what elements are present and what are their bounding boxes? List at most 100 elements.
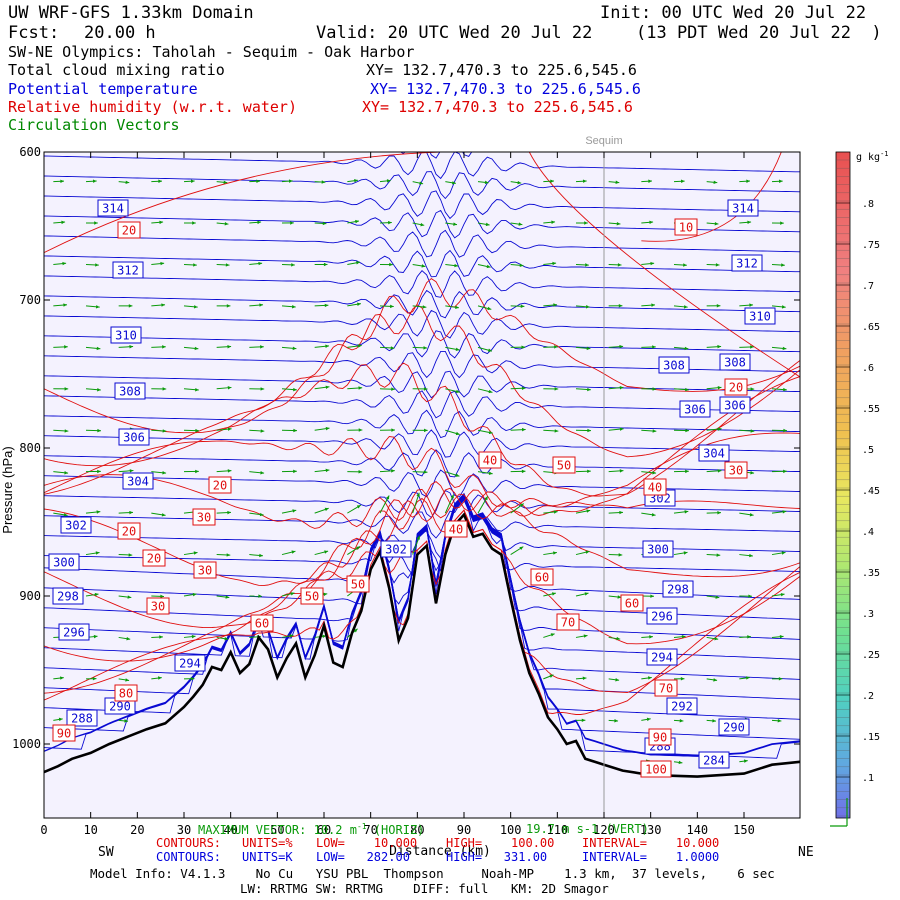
- field-vectors-label: Circulation Vectors: [8, 116, 180, 134]
- theta-label-box: [731, 254, 763, 272]
- forecast-hour: 20.00 h: [84, 23, 156, 43]
- theta-label-box: [114, 382, 146, 400]
- rh-label-box: [552, 456, 576, 474]
- wind-vector-head: [159, 635, 163, 639]
- theta-label-box: [97, 199, 129, 217]
- wind-vector-head: [650, 594, 654, 598]
- wind-vector-head: [358, 386, 363, 390]
- rh-label: 70: [556, 613, 580, 631]
- wind-vector-head: [619, 510, 623, 515]
- theta-label: 308: [114, 382, 146, 400]
- theta-label-text: 314: [102, 202, 124, 216]
- theta-label-text: 302: [65, 519, 87, 533]
- theta-label-text: 308: [663, 359, 685, 373]
- wind-vector-head: [192, 221, 196, 225]
- wind-vector-head: [648, 179, 652, 183]
- rh-label: 30: [724, 461, 748, 479]
- theta-label-box: [662, 580, 694, 598]
- wind-vector-head: [58, 717, 63, 722]
- wind-vector-head: [455, 389, 460, 394]
- wind-vector-head: [582, 676, 587, 681]
- rh-contours-prefix: CONTOURS:: [156, 836, 222, 850]
- wind-vector-head: [419, 181, 424, 185]
- wind-vector-head: [93, 634, 98, 639]
- wind-vector-head: [747, 220, 752, 225]
- wind-vector-head: [778, 179, 783, 184]
- theta-contours-low: LOW= 282.00: [316, 850, 410, 864]
- wind-vector-head: [64, 429, 69, 433]
- model-info-2: LW: RRTMG SW: RRTMG DIFF: full KM: 2D Sm…: [240, 881, 609, 896]
- wind-vector-head: [324, 507, 329, 512]
- theta-label-box: [658, 356, 690, 374]
- wind-vector-head: [716, 304, 721, 308]
- wind-vector-head: [615, 678, 620, 682]
- x-tick-label: 140: [686, 823, 708, 837]
- wind-vector-head: [160, 594, 164, 599]
- wind-vector-head: [96, 346, 101, 351]
- cross-section-name: SW-NE Olympics: Taholah - Sequim - Oak H…: [8, 43, 415, 61]
- theta-label: 302: [380, 540, 412, 558]
- theta-label-text: 294: [651, 651, 673, 665]
- wind-vector-head: [257, 220, 262, 225]
- rh-label-box: [346, 575, 370, 593]
- wind-vector-head: [125, 180, 130, 185]
- y-tick-label: 900: [19, 589, 41, 603]
- theta-label: 310: [110, 326, 142, 344]
- wind-vector-head: [619, 469, 624, 473]
- theta-label-text: 290: [723, 721, 745, 735]
- theta-label-box: [642, 540, 674, 558]
- colorbar-unit: g kg-1: [856, 150, 889, 163]
- rh-label: 50: [300, 587, 324, 605]
- wind-vector-head: [355, 219, 359, 224]
- wind-vector-head: [227, 345, 232, 349]
- wind-vector-head: [780, 592, 785, 597]
- colorbar-tick-label: .55: [862, 404, 880, 415]
- theta-label: 296: [646, 607, 678, 625]
- wind-vector-head: [518, 222, 523, 226]
- wind-vector-head: [161, 513, 166, 517]
- wind-vector-head: [323, 262, 328, 267]
- theta-label: 304: [698, 444, 730, 462]
- field-rh-xy: XY= 132.7,470.3 to 225.6,545.6: [362, 98, 633, 116]
- wind-vector-head: [783, 428, 787, 433]
- wind-vector-head: [356, 261, 360, 265]
- wind-vector-head: [129, 469, 134, 473]
- cloud-colorbar: [835, 151, 851, 819]
- theta-label: 306: [118, 428, 150, 446]
- theta-label-box: [122, 472, 154, 490]
- rh-label: 50: [552, 456, 576, 474]
- wind-vector-head: [517, 180, 522, 185]
- theta-label-text: 302: [385, 543, 407, 557]
- theta-label-text: 312: [117, 264, 139, 278]
- rh-contour: [641, 152, 782, 242]
- rh-label-box: [142, 549, 166, 567]
- wind-vector-head: [157, 676, 162, 680]
- wind-vector-head: [683, 551, 688, 555]
- wind-vector-head: [453, 222, 458, 226]
- wind-vector-head: [386, 179, 391, 183]
- rh-label-text: 20: [122, 224, 136, 238]
- wind-vector-head: [485, 222, 490, 227]
- x-tick-label: 130: [640, 823, 662, 837]
- wind-vector-head: [484, 180, 489, 185]
- wind-vector-head: [551, 592, 556, 596]
- wind-vector-head: [390, 346, 395, 350]
- wind-vector-head: [192, 592, 197, 597]
- rh-label-text: 80: [119, 687, 133, 701]
- wind-vector-head: [95, 551, 100, 555]
- wind-vector-head: [553, 551, 557, 555]
- theta-label-box: [744, 307, 776, 325]
- rh-label: 20: [724, 378, 748, 396]
- wind-vector-head: [685, 428, 689, 433]
- rh-label-box: [117, 221, 141, 239]
- wind-vector-head: [713, 180, 718, 185]
- wind-vector-head: [451, 181, 456, 185]
- theta-label-box: [58, 623, 90, 641]
- wind-vector-head: [748, 594, 752, 598]
- wind-vector-head: [259, 553, 263, 558]
- rh-label-text: 90: [57, 727, 71, 741]
- rh-label: 80: [114, 684, 138, 702]
- wind-vector-head: [779, 634, 784, 639]
- wind-vector-head: [293, 428, 297, 433]
